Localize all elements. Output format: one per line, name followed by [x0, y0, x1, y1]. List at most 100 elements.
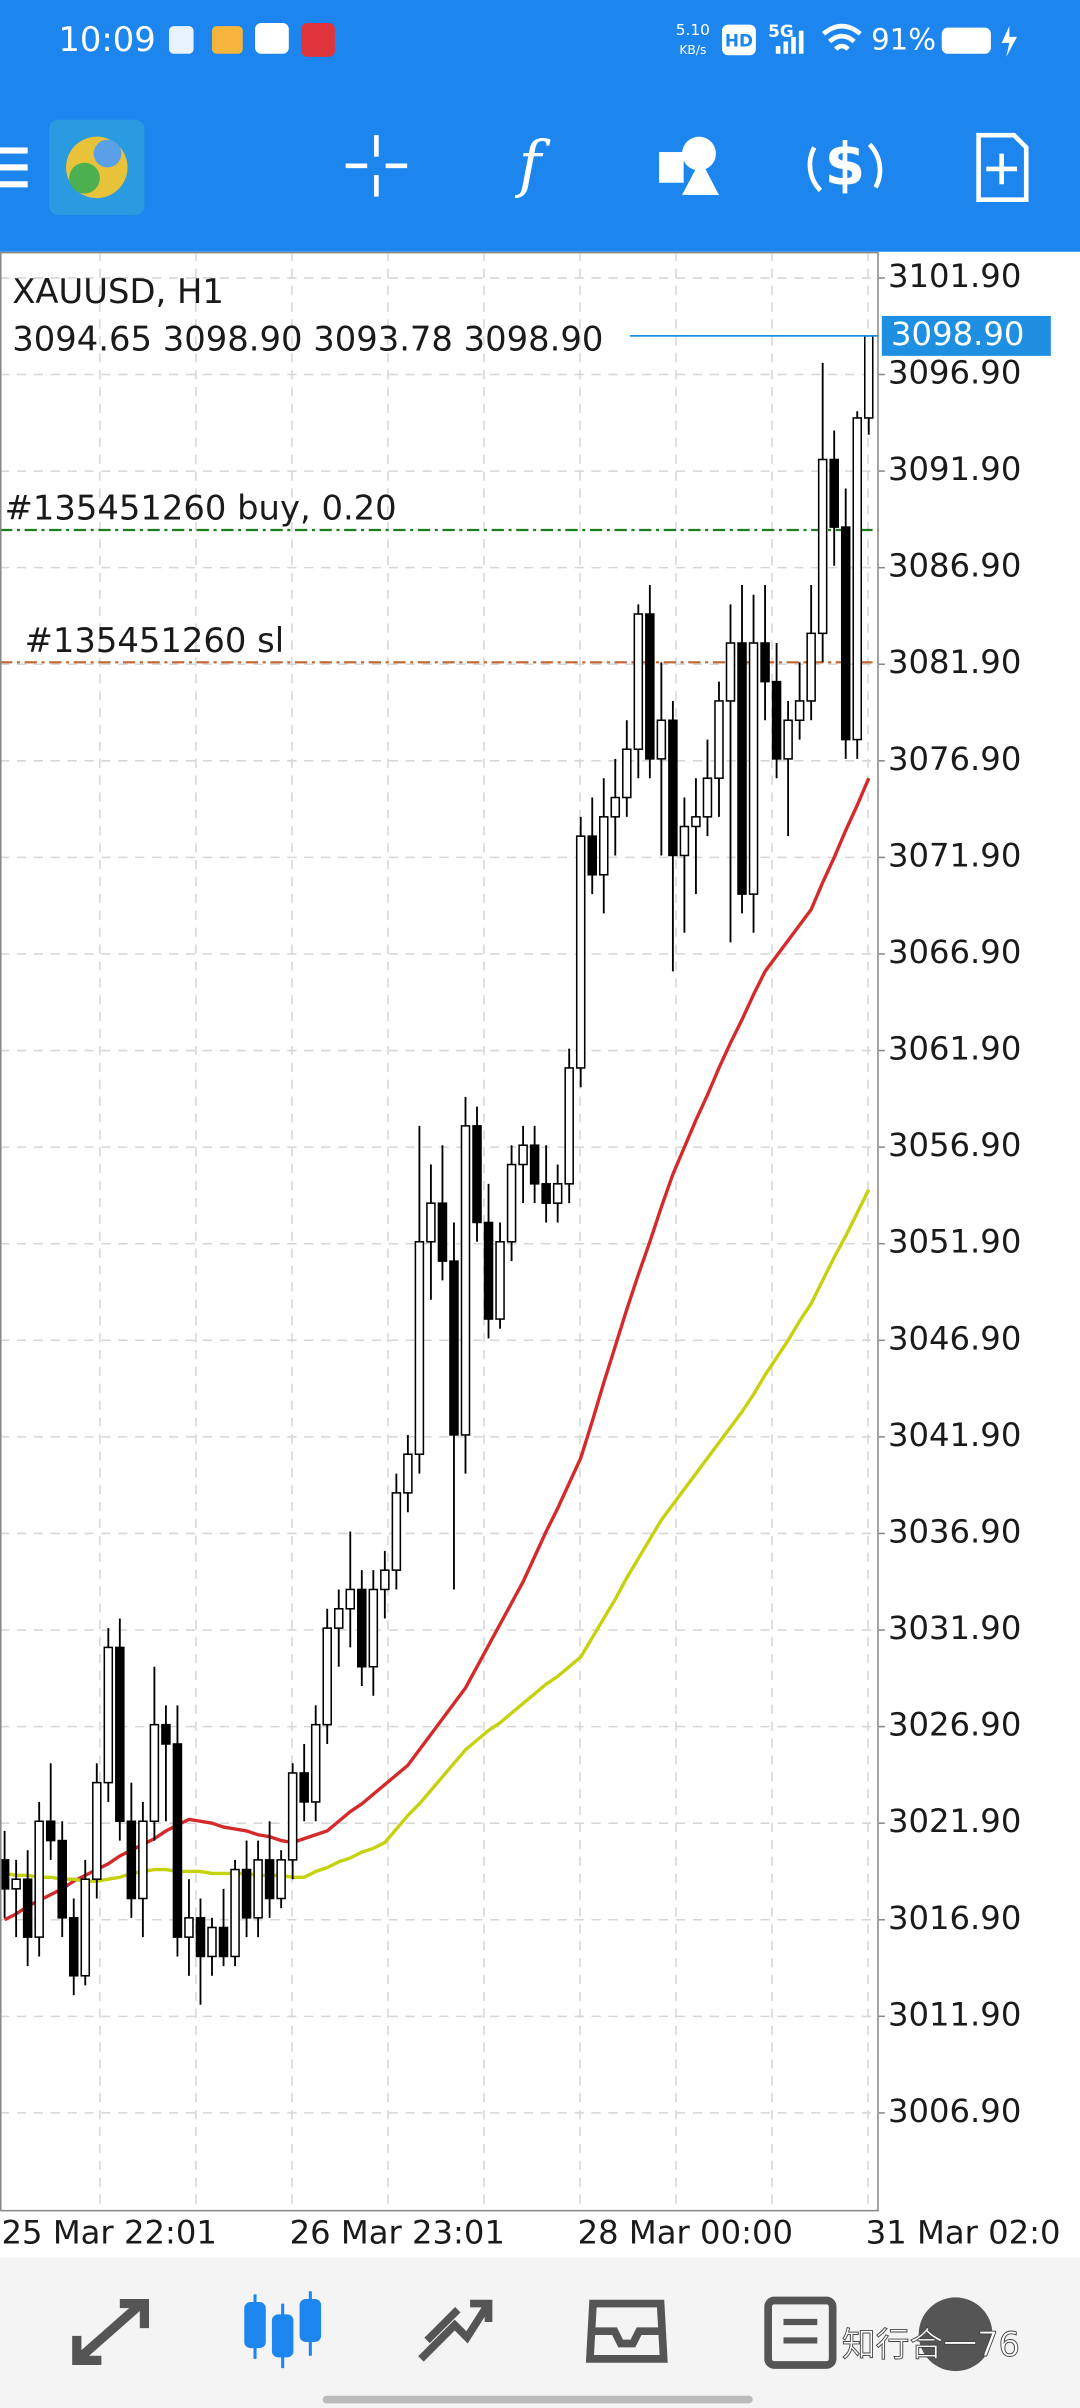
nav-chart[interactable] — [244, 2291, 322, 2369]
candle-body — [852, 417, 863, 741]
candle-body — [391, 1492, 402, 1571]
candle-body — [34, 1820, 44, 1938]
candle-body — [68, 1917, 79, 1977]
status-time: 10:09 — [58, 20, 155, 59]
candle-body — [529, 1144, 540, 1185]
current-price-label: 3098.90 — [891, 315, 1024, 353]
candle-body — [426, 1202, 436, 1243]
candle-body — [322, 1627, 332, 1726]
nav-trade[interactable] — [418, 2299, 493, 2362]
y-tick-label: 3071.90 — [888, 836, 1021, 874]
candle-body — [149, 1723, 160, 1823]
nav-messages[interactable] — [764, 2296, 837, 2369]
candle-body — [126, 1820, 137, 1900]
net-speed: 5.10 — [676, 21, 710, 39]
nav-settings[interactable] — [918, 2297, 993, 2372]
bottom-nav — [0, 2257, 1080, 2408]
network-type: 5G — [768, 21, 794, 41]
candle-body — [564, 1067, 574, 1185]
candle-body — [633, 613, 644, 751]
candle-body — [184, 1917, 194, 1938]
candle-body — [449, 1260, 459, 1436]
y-tick-label: 3086.90 — [888, 547, 1021, 585]
candle-body — [840, 526, 851, 741]
candle-body — [276, 1859, 286, 1900]
candle-body — [345, 1588, 356, 1610]
svg-text:$: $ — [825, 131, 866, 199]
status-icon — [301, 23, 335, 57]
y-tick-label: 3006.90 — [888, 2092, 1021, 2130]
y-tick-label: 3066.90 — [888, 933, 1021, 971]
candle-body — [598, 816, 609, 876]
home-indicator — [322, 2395, 753, 2404]
candle-body — [333, 1608, 344, 1629]
objects-button[interactable] — [659, 136, 719, 196]
candle-body — [287, 1772, 298, 1861]
candle-body — [218, 1926, 229, 1958]
candle-body — [691, 816, 701, 828]
chart-frame — [0, 251, 879, 2212]
candle-body — [575, 835, 586, 1069]
candle-body — [864, 335, 874, 419]
candle-body — [506, 1163, 517, 1243]
plot — [0, 277, 879, 2114]
candle-body — [207, 1926, 217, 1958]
candle-body — [702, 777, 713, 818]
moving-average — [3, 777, 871, 1922]
candle-body — [368, 1588, 379, 1668]
candle-body — [22, 1878, 33, 1938]
y-tick-label: 3101.90 — [888, 257, 1021, 295]
moving-average — [4, 1188, 871, 1883]
candle-body — [794, 700, 805, 722]
candle-body — [668, 719, 678, 857]
candle-body — [622, 748, 632, 799]
new-order-button[interactable] — [976, 132, 1029, 202]
nav-history[interactable] — [585, 2299, 668, 2363]
order-label: #135451260 sl — [25, 621, 285, 660]
candle-body — [518, 1144, 528, 1166]
hd-text: HD — [725, 30, 753, 50]
candle-body — [679, 825, 690, 857]
y-tick-label: 3026.90 — [888, 1706, 1021, 1744]
candle-body — [552, 1183, 563, 1204]
app-logo[interactable] — [49, 119, 145, 215]
battery-text: 91% — [871, 22, 936, 56]
status-icon — [168, 26, 194, 54]
candle-body — [587, 835, 597, 876]
x-tick-label: 31 Mar 02:0 — [866, 2213, 1061, 2251]
chart-title: XAUUSD, H1 — [12, 272, 224, 311]
y-tick-label: 3096.90 — [888, 354, 1021, 392]
candle-body — [414, 1241, 425, 1456]
candle-body — [264, 1859, 275, 1900]
candle-body — [138, 1820, 148, 1900]
candle-body — [783, 719, 793, 760]
candle-body — [80, 1878, 91, 1977]
y-tick-label: 3051.90 — [888, 1223, 1021, 1261]
y-tick-label: 3031.90 — [888, 1609, 1021, 1647]
candle-body — [472, 1125, 482, 1224]
nav-quotes[interactable] — [72, 2298, 150, 2365]
candle-body — [92, 1781, 102, 1880]
candle-body — [495, 1241, 505, 1320]
candle-body — [748, 642, 759, 895]
menu-button[interactable] — [0, 147, 28, 188]
candle-body — [610, 796, 621, 818]
candle-body — [310, 1723, 321, 1803]
status-icon — [255, 23, 289, 54]
y-tick-label: 3091.90 — [888, 450, 1021, 488]
candle-body — [737, 642, 747, 895]
candle-body — [57, 1839, 67, 1919]
y-tick-label: 3016.90 — [888, 1899, 1021, 1937]
candle-body — [0, 1859, 10, 1890]
x-tick-label: 25 Mar 22:01 — [2, 2213, 217, 2251]
trade-button[interactable]: $ — [807, 131, 883, 199]
candle-body — [760, 642, 770, 683]
signal-icon — [775, 30, 804, 54]
y-tick-label: 3011.90 — [888, 1995, 1021, 2033]
y-tick-label: 3076.90 — [888, 740, 1021, 778]
candle-body — [241, 1868, 252, 1919]
candle-body — [817, 458, 828, 635]
crosshair-button[interactable] — [345, 135, 408, 197]
candle-body — [725, 642, 736, 702]
candle-body — [645, 613, 655, 760]
